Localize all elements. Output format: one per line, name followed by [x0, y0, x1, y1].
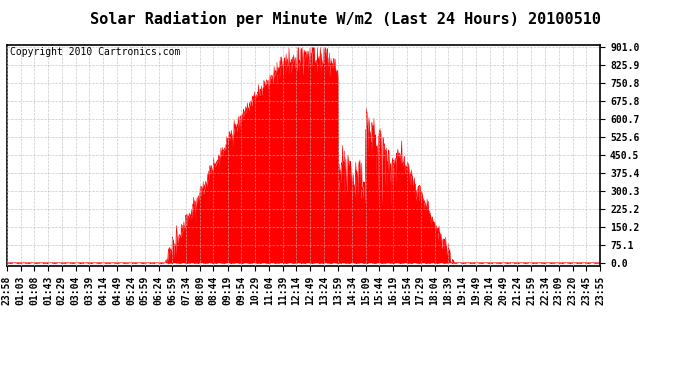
Text: Solar Radiation per Minute W/m2 (Last 24 Hours) 20100510: Solar Radiation per Minute W/m2 (Last 24…	[90, 11, 600, 27]
Text: Copyright 2010 Cartronics.com: Copyright 2010 Cartronics.com	[10, 47, 180, 57]
